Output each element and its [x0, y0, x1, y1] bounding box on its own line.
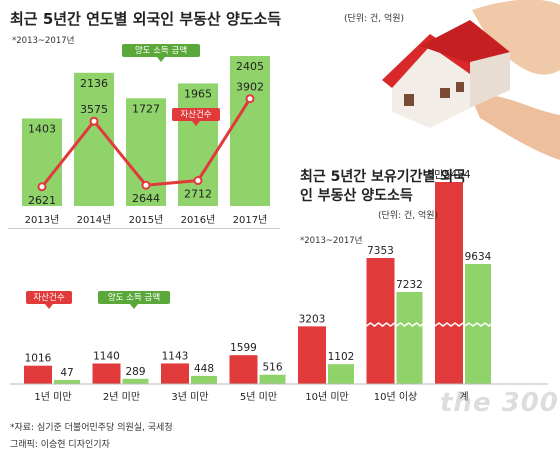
bottom-legend-count-pointer	[45, 304, 53, 309]
bottom-legend-count: 자산건수	[33, 292, 64, 303]
year-tick-label: 2015년	[129, 214, 164, 226]
holding-count-label: 7353	[367, 245, 394, 257]
asset-count-point	[37, 182, 47, 192]
holding-income-label: 516	[262, 362, 282, 374]
holding-income-label: 448	[194, 363, 214, 375]
holding-income-bar	[54, 380, 80, 384]
holding-period-tick-label: 3년 미만	[171, 391, 208, 403]
holding-period-tick-label: 10년 미만	[305, 391, 349, 403]
source-note: *자료: 심기준 더불어민주당 의원실, 국세청	[10, 423, 173, 433]
top-legend-count-box	[172, 108, 220, 121]
income-bar	[178, 83, 218, 206]
holding-period-tick-label: 1년 미만	[34, 391, 71, 403]
bottom-legend-count-box	[26, 291, 72, 304]
income-bar-label: 1965	[184, 87, 212, 100]
asset-count-point	[89, 116, 99, 126]
top-legend-count-pointer	[192, 121, 200, 126]
asset-count-label: 2644	[132, 192, 160, 205]
holding-period-tick-label: 계	[459, 391, 468, 403]
holding-income-label: 289	[125, 366, 145, 378]
asset-count-point	[141, 180, 151, 190]
holding-income-label: 47	[60, 367, 73, 379]
holding-count-bar	[161, 363, 189, 384]
year-tick-label: 2014년	[77, 214, 112, 226]
income-bar-label: 1727	[132, 102, 160, 115]
holding-count-bar	[366, 258, 395, 384]
holding-count-label: 3203	[299, 313, 326, 325]
top-legend-count: 자산건수	[180, 109, 211, 120]
holding-count-label: 1143	[162, 350, 189, 362]
income-bar-label: 2136	[80, 77, 108, 90]
bottom-legend-income-box	[98, 291, 170, 304]
bottom-legend-income: 양도 소득 금액	[108, 292, 160, 303]
top-legend-income: 양도 소득 금액	[135, 45, 187, 56]
top-legend-income-box	[122, 44, 200, 57]
holding-count-bar	[298, 326, 326, 384]
top-chart-title: 최근 5년간 연도별 외국인 부동산 양도소득	[10, 10, 282, 28]
house-illustration	[382, 0, 560, 160]
top-chart-unit: (단위: 건, 억원)	[344, 14, 405, 24]
bottom-chart-unit: (단위: 건, 억원)	[378, 211, 439, 221]
holding-income-label: 1102	[328, 351, 355, 363]
bottom-legend-income-pointer	[130, 304, 138, 309]
watermark: the 300	[440, 388, 559, 418]
bottom-chart-title: 최근 5년간 보유기간별 외국인 부동산 양도소득	[300, 169, 467, 204]
asset-count-point	[245, 94, 255, 104]
top-legend-income-pointer	[157, 57, 165, 62]
holding-period-tick-label: 10년 이상	[374, 391, 418, 403]
holding-count-bar	[229, 355, 258, 384]
graphic-credit: 그래픽: 이승현 디자인기자	[10, 440, 110, 450]
holding-income-bar	[259, 374, 286, 384]
year-tick-label: 2017년	[233, 214, 268, 226]
holding-income-label: 9634	[465, 251, 492, 263]
holding-count-label: 1016	[25, 353, 52, 365]
year-tick-label: 2016년	[181, 214, 216, 226]
asset-count-label: 3902	[236, 81, 264, 94]
bottom-chart-period: *2013~2017년	[300, 236, 363, 246]
axis-break-mark	[464, 322, 492, 327]
axis-break-mark	[366, 322, 395, 327]
holding-count-label: 1140	[93, 350, 120, 362]
asset-count-point	[193, 176, 203, 186]
income-bar-label: 2405	[236, 60, 264, 73]
holding-count-bar	[24, 365, 52, 384]
holding-income-label: 7232	[396, 279, 423, 291]
asset-count-label: 2621	[28, 194, 56, 207]
holding-income-bar	[191, 375, 217, 384]
year-tick-label: 2013년	[25, 214, 60, 226]
axis-break-mark	[396, 322, 424, 327]
income-bar	[230, 56, 270, 206]
holding-income-bar	[328, 364, 354, 384]
top-chart-period: *2013~2017년	[12, 36, 75, 46]
asset-count-label: 2712	[184, 188, 212, 201]
holding-count-label: 1599	[230, 342, 257, 354]
holding-income-bar	[122, 378, 149, 384]
holding-period-tick-label: 2년 미만	[103, 391, 140, 403]
income-bar-label: 1403	[28, 122, 56, 135]
income-bar	[22, 118, 62, 206]
asset-count-label: 3575	[80, 103, 108, 116]
holding-count-bar	[92, 363, 121, 384]
axis-break-mark	[434, 322, 464, 327]
holding-income-bar	[396, 292, 423, 384]
holding-count-bar	[435, 182, 463, 384]
holding-count-label: 1만5454	[427, 169, 470, 181]
holding-period-tick-label: 5년 미만	[240, 391, 277, 403]
